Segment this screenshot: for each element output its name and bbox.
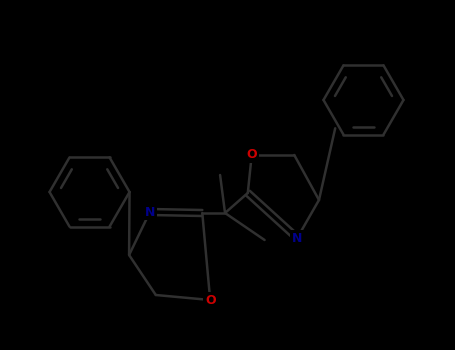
Text: N: N bbox=[145, 205, 155, 218]
Text: O: O bbox=[247, 148, 257, 161]
Text: O: O bbox=[205, 294, 216, 307]
Text: N: N bbox=[292, 231, 303, 245]
